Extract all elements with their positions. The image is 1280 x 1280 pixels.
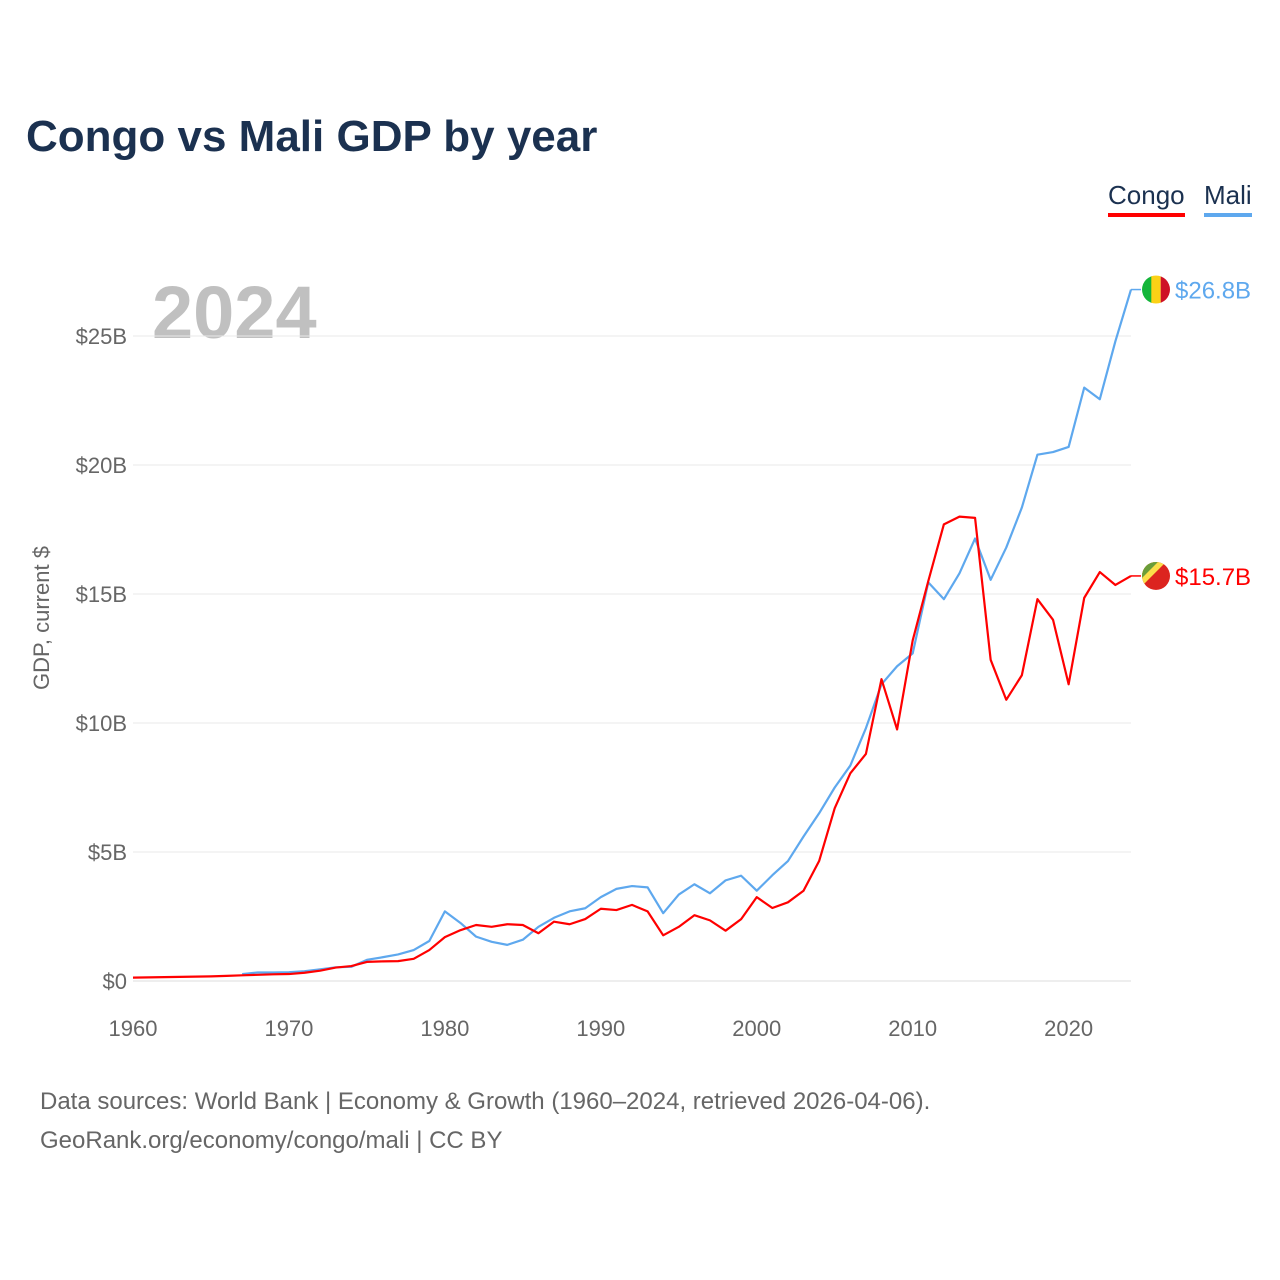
congo-flag-icon: [1142, 561, 1170, 590]
legend-congo[interactable]: Congo: [1108, 180, 1185, 217]
y-tick-label: $20B: [76, 453, 127, 478]
y-tick-label: $15B: [76, 582, 127, 607]
mali-flag-icon: [1142, 275, 1170, 304]
x-tick-label: 2010: [888, 1016, 937, 1041]
y-tick-label: $10B: [76, 711, 127, 736]
footer-sources: Data sources: World Bank | Economy & Gro…: [40, 1088, 931, 1115]
footer: Data sources: World Bank | Economy & Gro…: [40, 1082, 930, 1160]
end-value-label-congo: $15.7B: [1175, 564, 1251, 591]
x-tick-label: 2020: [1044, 1016, 1093, 1041]
series-line-mali: [242, 289, 1133, 976]
current-year-label: 2024: [152, 271, 317, 354]
x-tick-label: 1960: [109, 1016, 158, 1041]
footer-link[interactable]: GeoRank.org/economy/congo/mali | CC BY: [40, 1127, 503, 1154]
end-value-label-mali: $26.8B: [1175, 278, 1251, 305]
x-tick-label: 1970: [264, 1016, 313, 1041]
x-tick-label: 2000: [732, 1016, 781, 1041]
x-tick-label: 1980: [420, 1016, 469, 1041]
y-tick-label: $0: [103, 969, 127, 994]
legend-mali[interactable]: Mali: [1204, 180, 1252, 217]
x-tick-label: 1990: [576, 1016, 625, 1041]
chart-title: Congo vs Mali GDP by year: [26, 112, 598, 161]
y-tick-label: $5B: [88, 840, 127, 865]
series-line-congo: [132, 515, 1132, 979]
y-tick-label: $25B: [76, 324, 127, 349]
